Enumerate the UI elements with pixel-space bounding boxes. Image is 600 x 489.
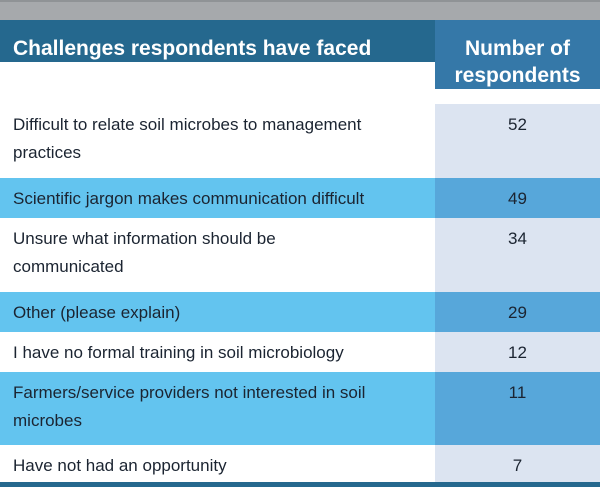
table-row: Unsure what information should be commun… xyxy=(0,218,600,292)
table-row: I have no formal training in soil microb… xyxy=(0,332,600,372)
table-row: Other (please explain) 29 xyxy=(0,292,600,332)
table-row: Difficult to relate soil microbes to man… xyxy=(0,104,600,178)
table-row: Farmers/service providers not interested… xyxy=(0,372,600,445)
challenge-cell: Scientific jargon makes communication di… xyxy=(0,178,435,218)
count-cell: 49 xyxy=(435,178,600,218)
count-cell: 29 xyxy=(435,292,600,332)
challenges-table: Challenges respondents have faced Number… xyxy=(0,20,600,487)
challenge-cell: Other (please explain) xyxy=(0,292,435,332)
challenge-cell: Difficult to relate soil microbes to man… xyxy=(0,104,435,178)
column-header-respondents: Number of respondents xyxy=(435,20,600,89)
count-cell: 52 xyxy=(435,104,600,178)
challenge-cell: I have no formal training in soil microb… xyxy=(0,332,435,372)
count-cell: 11 xyxy=(435,372,600,445)
bottom-border-bar xyxy=(0,482,600,487)
top-gray-bar xyxy=(0,0,600,20)
count-cell: 7 xyxy=(435,445,600,482)
challenge-cell: Farmers/service providers not interested… xyxy=(0,372,435,445)
column-header-challenges: Challenges respondents have faced xyxy=(0,20,435,62)
count-cell: 12 xyxy=(435,332,600,372)
count-cell: 34 xyxy=(435,218,600,292)
table-row: Have not had an opportunity 7 xyxy=(0,445,600,482)
challenge-cell: Unsure what information should be commun… xyxy=(0,218,435,292)
table-header-row: Challenges respondents have faced Number… xyxy=(0,20,600,104)
table-row: Scientific jargon makes communication di… xyxy=(0,178,600,218)
challenge-cell: Have not had an opportunity xyxy=(0,445,435,482)
